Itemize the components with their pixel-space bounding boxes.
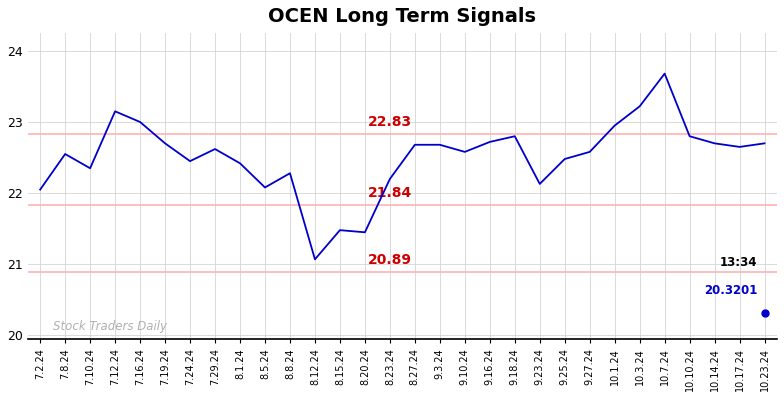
Text: 20.89: 20.89 [368, 253, 412, 267]
Text: 20.3201: 20.3201 [704, 284, 757, 297]
Title: OCEN Long Term Signals: OCEN Long Term Signals [268, 7, 536, 26]
Text: 22.83: 22.83 [368, 115, 412, 129]
Text: Stock Traders Daily: Stock Traders Daily [53, 320, 167, 334]
Text: 21.84: 21.84 [368, 185, 412, 199]
Text: 13:34: 13:34 [720, 256, 757, 269]
